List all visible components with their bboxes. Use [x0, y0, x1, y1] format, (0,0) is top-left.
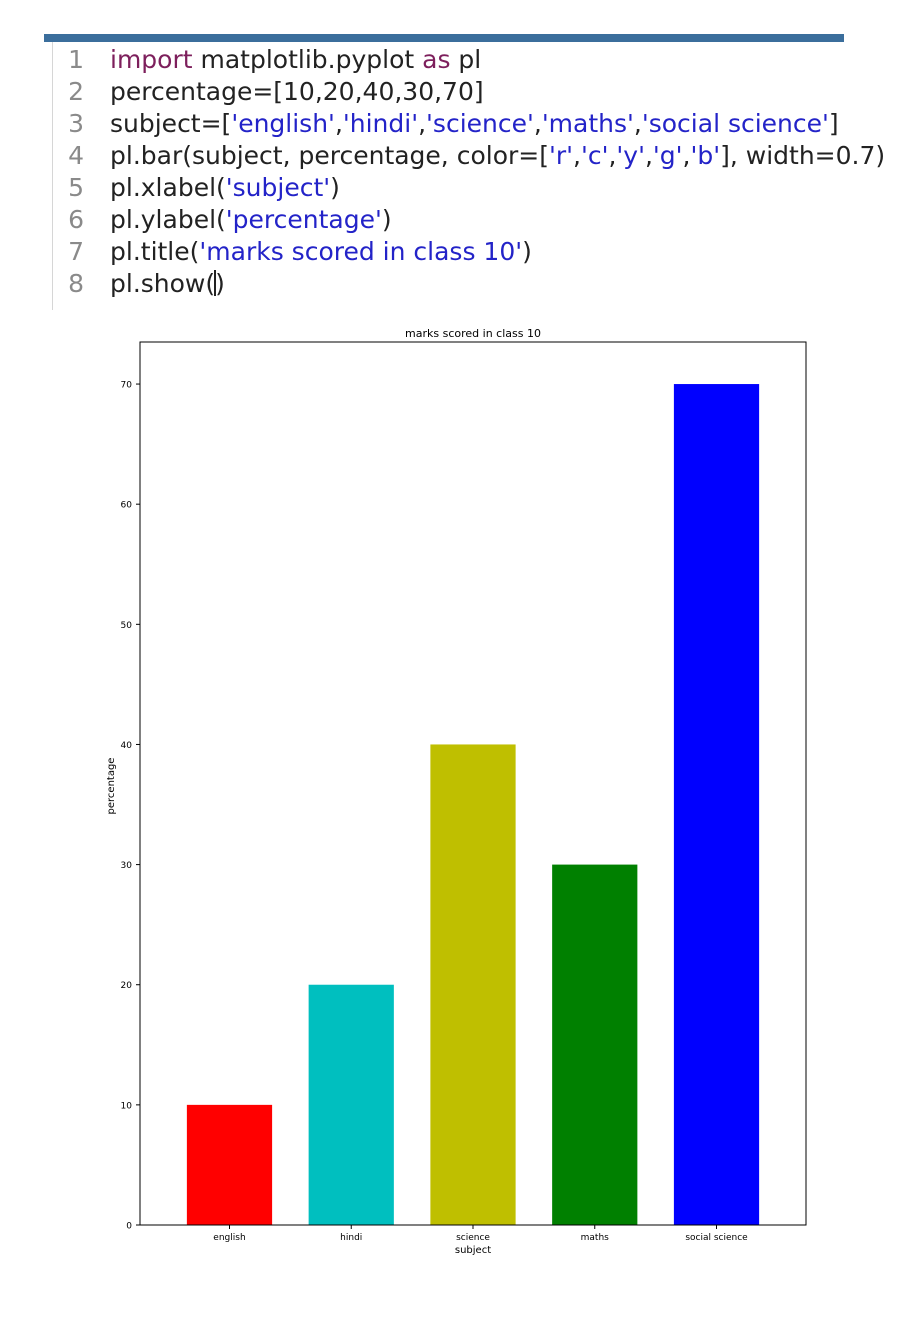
bar-hindi	[308, 984, 394, 1225]
string-token: 'english'	[231, 109, 335, 138]
string-token: 'g'	[652, 141, 683, 170]
line-number: 6	[68, 205, 84, 234]
code-token: subject=[	[110, 109, 232, 138]
line-number: 3	[68, 109, 84, 138]
string-token: 'marks scored in class 10'	[199, 237, 523, 266]
code-token: pl	[450, 45, 482, 74]
x-tick-label: science	[456, 1233, 490, 1243]
x-tick-label: social science	[685, 1233, 748, 1243]
x-tick-label: english	[213, 1233, 245, 1243]
y-tick-label: 40	[121, 741, 133, 751]
code-token: ,	[418, 109, 427, 138]
bar-science	[430, 744, 516, 1225]
gutter-divider	[52, 42, 53, 310]
code-token: pl.bar(subject, percentage, color=[	[110, 141, 549, 170]
bar-social-science	[673, 384, 760, 1225]
string-token: 'y'	[616, 141, 645, 170]
string-token: 'subject'	[225, 173, 331, 202]
code-token: pl.title(	[110, 237, 200, 266]
keyword-token: as	[422, 45, 451, 74]
line-number: 8	[68, 269, 84, 298]
x-tick-label: hindi	[340, 1233, 362, 1243]
y-tick-label: 10	[121, 1101, 133, 1111]
string-token: 'hindi'	[342, 109, 419, 138]
editor-top-bar	[44, 34, 844, 42]
code-text[interactable]: subject=['english','hindi','science','ma…	[110, 108, 839, 140]
line-number: 2	[68, 77, 84, 106]
bar-maths	[552, 864, 638, 1225]
bar-english	[186, 1104, 273, 1225]
plot-frame	[139, 341, 807, 1226]
chart-title: marks scored in class 10	[405, 327, 541, 340]
string-token: 'b'	[690, 141, 721, 170]
code-token: ,	[608, 141, 617, 170]
code-text[interactable]: pl.ylabel('percentage')	[110, 204, 392, 236]
y-tick-label: 20	[121, 981, 133, 991]
code-text[interactable]: import matplotlib.pyplot as pl	[110, 44, 481, 76]
string-token: 'r'	[548, 141, 573, 170]
y-tick-label: 60	[121, 501, 133, 511]
code-token: )	[381, 205, 392, 234]
code-token: ,	[334, 109, 343, 138]
code-text[interactable]: pl.show()	[110, 268, 225, 300]
x-tick-label: maths	[581, 1233, 610, 1243]
code-token: ,	[682, 141, 691, 170]
code-text[interactable]: pl.title('marks scored in class 10')	[110, 236, 532, 268]
code-token: ,	[533, 109, 542, 138]
y-tick-label: 70	[121, 381, 133, 391]
code-token: pl.ylabel(	[110, 205, 226, 234]
string-token: 'science'	[426, 109, 534, 138]
string-token: 'social science'	[641, 109, 829, 138]
line-number: 1	[68, 45, 84, 74]
y-tick-label: 30	[121, 861, 133, 871]
line-number: 4	[68, 141, 84, 170]
string-token: 'c'	[580, 141, 609, 170]
code-token: ], width=0.7)	[720, 141, 886, 170]
y-tick-label: 0	[126, 1222, 132, 1232]
text-cursor	[214, 270, 217, 296]
code-token: pl.show(	[110, 269, 216, 298]
code-text[interactable]: percentage=[10,20,40,30,70]	[110, 76, 484, 108]
code-token: percentage=[10,20,40,30,70]	[110, 77, 484, 106]
code-token: matplotlib.pyplot	[192, 45, 423, 74]
code-token: )	[215, 269, 225, 298]
code-token: ]	[828, 109, 839, 138]
code-text[interactable]: pl.bar(subject, percentage, color=['r','…	[110, 140, 885, 172]
code-token: ,	[573, 141, 581, 170]
line-number: 7	[68, 237, 84, 266]
y-tick-label: 50	[121, 621, 133, 631]
keyword-token: import	[110, 45, 193, 74]
code-token: ,	[633, 109, 642, 138]
code-text[interactable]: pl.xlabel('subject')	[110, 172, 340, 204]
string-token: 'maths'	[541, 109, 634, 138]
code-token: )	[330, 173, 340, 202]
code-token: ,	[644, 141, 653, 170]
code-token: )	[522, 237, 532, 266]
x-axis-label: subject	[455, 1245, 491, 1256]
line-number: 5	[68, 173, 84, 202]
y-axis-label: percentage	[106, 758, 117, 815]
code-token: pl.xlabel(	[110, 173, 226, 202]
string-token: 'percentage'	[225, 205, 382, 234]
